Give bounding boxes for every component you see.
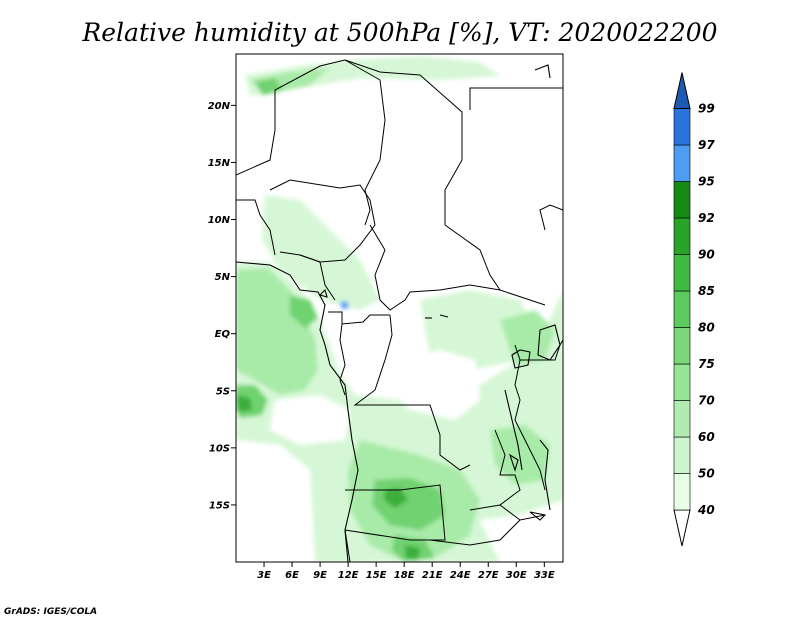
lon-tick-label: 21E bbox=[422, 570, 443, 581]
colorbar-label: 95 bbox=[698, 175, 715, 189]
grads-credit: GrADS: IGES/COLA bbox=[4, 607, 97, 617]
colorbar-label: 60 bbox=[698, 430, 715, 444]
map-panel: 3E 6E 9E 12E 15E 18E 21E 24E 27E 30E 33E 20N 15N 10N… bbox=[208, 53, 564, 581]
lat-tick-label: 15S bbox=[209, 500, 230, 511]
colorbar-segment bbox=[673, 290, 691, 328]
lon-tick-label: 24E bbox=[450, 570, 471, 581]
colorbar-segment bbox=[673, 181, 691, 219]
humidity-field bbox=[236, 56, 563, 562]
colorbar-label: 90 bbox=[698, 248, 715, 262]
colorbar-label: 92 bbox=[698, 211, 715, 225]
colorbar-label: 70 bbox=[698, 394, 715, 408]
lat-tick-label: 15N bbox=[208, 158, 231, 169]
colorbar-segment bbox=[673, 144, 691, 182]
lon-tick-label: 33E bbox=[534, 570, 555, 581]
lat-tick-label: 10S bbox=[209, 443, 230, 454]
lon-tick-label: 27E bbox=[478, 570, 499, 581]
colorbar-segment bbox=[673, 473, 691, 511]
colorbar-label: 99 bbox=[698, 102, 715, 116]
colorbar-segment bbox=[673, 327, 691, 365]
colorbar: 40 50 60 70 75 80 85 90 92 95 97 99 bbox=[673, 72, 715, 547]
colorbar-label: 80 bbox=[698, 321, 715, 335]
lon-tick-label: 18E bbox=[394, 570, 415, 581]
colorbar-bottom-arrow bbox=[673, 509, 691, 547]
colorbar-segment bbox=[673, 217, 691, 255]
lat-tick-label: 5N bbox=[215, 272, 231, 283]
map-title: Relative humidity at 500hPa [%], VT: 202… bbox=[81, 18, 717, 47]
colorbar-top-arrow bbox=[673, 72, 691, 109]
lon-tick-label: 3E bbox=[257, 570, 271, 581]
lat-tick-label: EQ bbox=[215, 329, 231, 340]
lon-tick-label: 30E bbox=[506, 570, 527, 581]
lat-tick-label: 10N bbox=[208, 215, 231, 226]
colorbar-label: 75 bbox=[698, 357, 715, 371]
lon-tick-label: 9E bbox=[313, 570, 327, 581]
colorbar-segment bbox=[673, 363, 691, 401]
lon-tick-label: 15E bbox=[366, 570, 387, 581]
lon-tick-label: 6E bbox=[285, 570, 299, 581]
lon-tick-label: 12E bbox=[338, 570, 359, 581]
latitude-axis: 20N 15N 10N 5N EQ 5S 10S 15S bbox=[208, 101, 236, 511]
colorbar-label: 50 bbox=[698, 467, 715, 481]
lat-tick-label: 5S bbox=[216, 386, 230, 397]
colorbar-segment bbox=[673, 400, 691, 438]
colorbar-segment bbox=[673, 254, 691, 292]
colorbar-segment bbox=[673, 436, 691, 474]
colorbar-label: 97 bbox=[698, 138, 715, 152]
country-borders bbox=[236, 59, 563, 562]
colorbar-segment bbox=[673, 108, 691, 146]
lat-tick-label: 20N bbox=[208, 101, 231, 112]
longitude-axis: 3E 6E 9E 12E 15E 18E 21E 24E 27E 30E 33E bbox=[257, 562, 555, 581]
map-frame bbox=[235, 53, 564, 563]
colorbar-label: 40 bbox=[697, 503, 715, 517]
colorbar-label: 85 bbox=[698, 284, 715, 298]
coastlines bbox=[236, 64, 561, 562]
